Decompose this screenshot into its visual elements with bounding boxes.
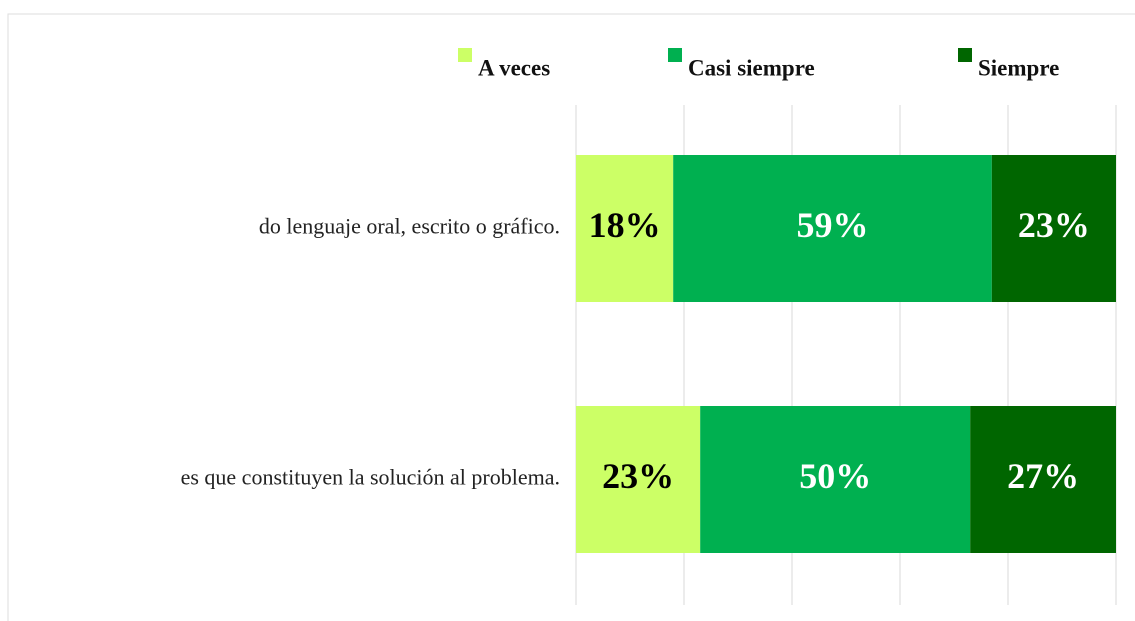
value-label: 50% (799, 456, 871, 496)
value-label: 18% (589, 205, 661, 245)
legend-label: Siempre (978, 55, 1059, 80)
value-label: 23% (602, 456, 674, 496)
bar-segment (576, 406, 701, 553)
value-label: 27% (1007, 456, 1079, 496)
bar-segment (970, 406, 1116, 553)
legend-label: Casi siempre (688, 55, 815, 80)
bar-segment (576, 155, 674, 302)
frame (7, 13, 1135, 621)
value-label: 23% (1018, 205, 1090, 245)
category-label: do lenguaje oral, escrito o gráfico. (259, 214, 560, 239)
legend-swatch (668, 48, 682, 62)
bar-segment (700, 406, 971, 553)
bar-segment (991, 155, 1116, 302)
legend-label: A veces (478, 55, 550, 80)
category-label: es que constituyen la solución al proble… (181, 465, 560, 490)
legend-swatch (458, 48, 472, 62)
value-label: 59% (797, 205, 869, 245)
bar-segment (673, 155, 992, 302)
legend-swatch (958, 48, 972, 62)
